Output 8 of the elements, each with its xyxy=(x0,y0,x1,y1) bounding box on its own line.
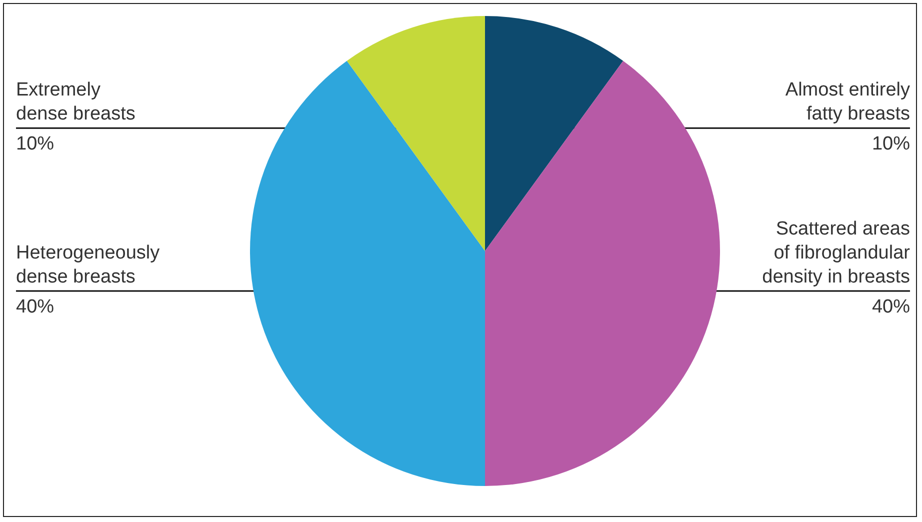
slice-label: Extremely dense breasts xyxy=(16,80,136,125)
data-label: 40% xyxy=(16,296,54,318)
slice-label: Scattered areas of fibroglandular density in breasts xyxy=(762,218,911,288)
data-label: 10% xyxy=(872,134,910,155)
slice-label: Heterogeneously dense breasts xyxy=(16,242,160,288)
data-label: 40% xyxy=(872,296,910,318)
slice-label: Almost entirely fatty breasts xyxy=(785,80,910,125)
data-label: 10% xyxy=(16,134,54,155)
